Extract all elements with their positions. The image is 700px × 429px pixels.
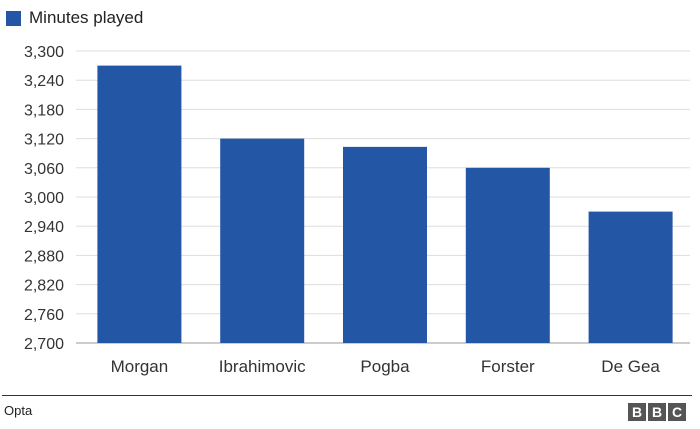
bar-morgan	[97, 65, 182, 343]
legend: Minutes played	[6, 8, 143, 28]
y-tick-label: 3,180	[24, 102, 64, 119]
x-tick-label: De Gea	[601, 357, 660, 376]
x-tick-label: Morgan	[111, 357, 169, 376]
x-tick-label: Pogba	[360, 357, 410, 376]
x-tick-label: Ibrahimovic	[219, 357, 306, 376]
bar-ibrahimovic	[220, 138, 305, 343]
legend-swatch	[6, 10, 21, 26]
x-tick-label: Forster	[481, 357, 535, 376]
y-tick-label: 2,880	[24, 248, 64, 265]
y-tick-label: 3,300	[24, 44, 64, 61]
footer-divider	[2, 395, 692, 396]
legend-label: Minutes played	[29, 8, 144, 27]
bbc-logo-letter-1: B	[628, 403, 646, 421]
y-tick-label: 3,120	[24, 132, 64, 149]
bbc-logo: B B C	[628, 403, 686, 421]
y-tick-label: 2,940	[24, 219, 64, 236]
y-tick-label: 3,060	[24, 161, 64, 178]
source-label: Opta	[4, 403, 33, 418]
bar-forster	[465, 167, 550, 343]
bar-de-gea	[588, 211, 673, 343]
y-tick-label: 3,000	[24, 190, 64, 207]
bbc-logo-letter-2: B	[648, 403, 666, 421]
y-tick-label: 3,240	[24, 73, 64, 90]
bbc-logo-letter-3: C	[668, 403, 686, 421]
y-tick-label: 2,700	[24, 336, 64, 353]
y-tick-label: 2,760	[24, 307, 64, 324]
y-tick-label: 2,820	[24, 278, 64, 295]
bar-pogba	[343, 146, 427, 343]
